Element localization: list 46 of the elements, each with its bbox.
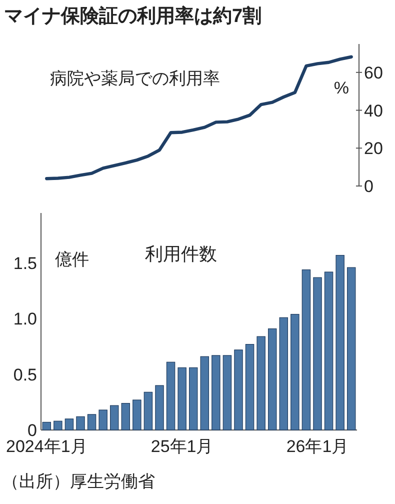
y-tick-label: 0 xyxy=(28,421,37,440)
bar xyxy=(110,405,119,430)
text: （出所）厚生労働省 xyxy=(2,472,155,491)
bar xyxy=(64,418,74,430)
y-tick-label: 1.0 xyxy=(13,310,37,329)
chart-title: マイナ保険証の利用率は約7割 xyxy=(4,5,262,27)
text: 利用件数 xyxy=(145,244,217,264)
y-tick-label: 0.5 xyxy=(13,365,37,384)
x-tick-label: 26年1月 xyxy=(286,437,349,456)
bar xyxy=(234,350,243,430)
y-axis-title: % xyxy=(334,78,349,98)
bar xyxy=(42,422,52,430)
bar xyxy=(188,367,198,430)
bar xyxy=(178,367,186,430)
text: 病院や薬局での利用率 xyxy=(50,69,220,88)
bar xyxy=(200,356,210,430)
bar xyxy=(144,392,153,430)
bar xyxy=(222,355,232,430)
bar xyxy=(346,267,356,430)
bar xyxy=(121,402,130,430)
bar xyxy=(290,314,300,430)
y-tick-label: 40 xyxy=(364,101,383,120)
bar xyxy=(54,420,62,430)
line-series xyxy=(45,55,353,180)
bar xyxy=(302,269,311,430)
bar xyxy=(76,416,85,430)
y-tick-label: 60 xyxy=(364,63,383,82)
bar xyxy=(87,414,96,430)
bar xyxy=(166,362,176,430)
bar xyxy=(256,336,266,430)
y-tick-label: 20 xyxy=(364,139,383,158)
bar xyxy=(336,254,344,430)
x-tick-label: 25年1月 xyxy=(150,437,214,456)
bar xyxy=(313,277,322,430)
y-tick-label: 0 xyxy=(364,177,374,196)
y-axis-title: 億件 xyxy=(55,250,89,269)
bar xyxy=(132,400,142,430)
x-tick-label: 2024年1月 xyxy=(6,437,88,456)
bar xyxy=(324,272,334,430)
bar xyxy=(279,317,288,430)
bar xyxy=(155,385,164,430)
y-tick-label: 1.5 xyxy=(13,254,37,274)
bar xyxy=(98,410,108,430)
bar xyxy=(245,344,254,430)
bar xyxy=(268,328,277,430)
bar xyxy=(212,355,220,430)
